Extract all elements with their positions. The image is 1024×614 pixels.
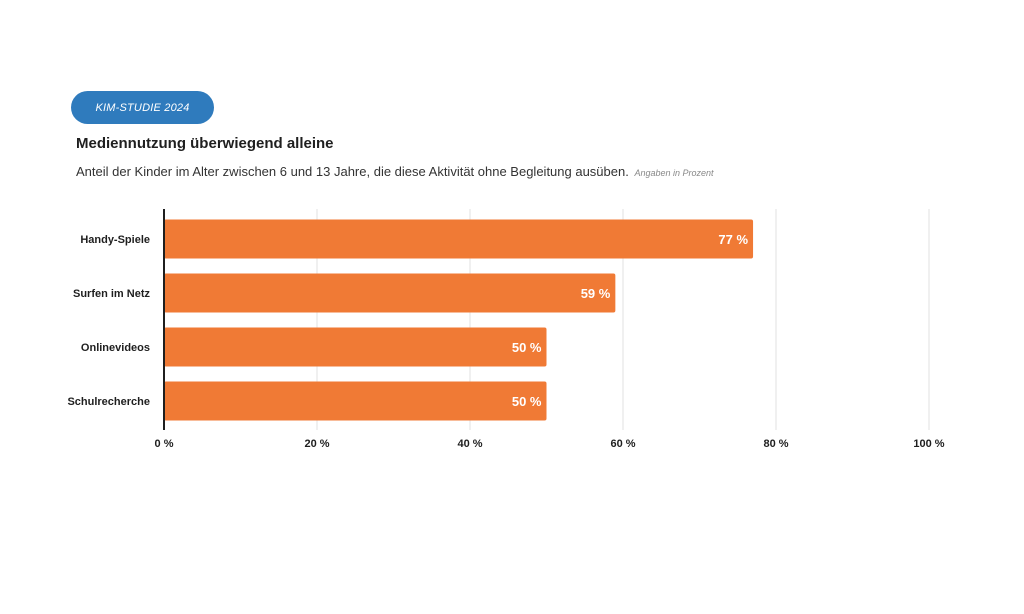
- chart-subtitle: Anteil der Kinder im Alter zwischen 6 un…: [76, 164, 714, 179]
- x-tick-label: 60 %: [610, 438, 635, 450]
- bar-value-label: 50 %: [512, 394, 542, 409]
- bar-value-label: 50 %: [512, 340, 542, 355]
- category-label: Surfen im Netz: [73, 288, 151, 300]
- category-label: Onlinevideos: [81, 342, 150, 354]
- category-label: Schulrecherche: [67, 396, 150, 408]
- bar: [164, 327, 547, 367]
- bar-value-label: 77 %: [718, 232, 748, 247]
- x-tick-label: 0 %: [155, 438, 174, 450]
- study-badge-label: KIM-STUDIE 2024: [95, 101, 190, 114]
- x-tick-label: 100 %: [913, 438, 944, 450]
- chart-title: Mediennutzung überwiegend alleine: [76, 135, 334, 152]
- x-tick-label: 80 %: [763, 438, 788, 450]
- bar: [164, 273, 616, 313]
- chart-unit-note: Angaben in Prozent: [634, 168, 714, 178]
- x-tick-label: 20 %: [304, 438, 329, 450]
- category-label: Handy-Spiele: [80, 234, 150, 246]
- study-badge: KIM-STUDIE 2024: [71, 91, 214, 124]
- bar-value-label: 59 %: [581, 286, 611, 301]
- bar: [164, 381, 547, 421]
- x-tick-label: 40 %: [457, 438, 482, 450]
- bar: [164, 219, 754, 259]
- chart-subtitle-text: Anteil der Kinder im Alter zwischen 6 un…: [76, 164, 629, 179]
